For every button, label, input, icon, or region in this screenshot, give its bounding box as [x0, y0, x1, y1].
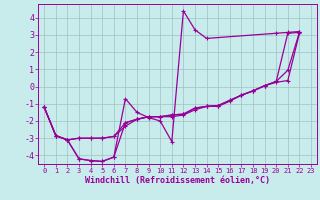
X-axis label: Windchill (Refroidissement éolien,°C): Windchill (Refroidissement éolien,°C) [85, 176, 270, 185]
